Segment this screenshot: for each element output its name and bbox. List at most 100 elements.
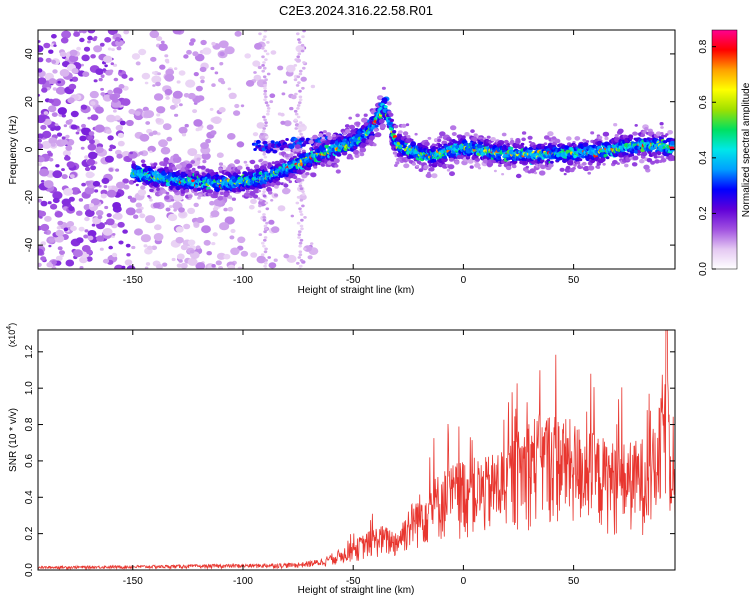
spectrogram-cell bbox=[52, 191, 63, 200]
spectrogram-cell bbox=[80, 146, 85, 150]
spectrogram-cell bbox=[100, 87, 104, 91]
spectrogram-cell bbox=[228, 92, 237, 100]
colorbar-label: Normalized spectral amplitude bbox=[741, 82, 750, 217]
spectrogram-cell bbox=[264, 247, 268, 251]
spectrogram-cell bbox=[294, 112, 299, 116]
spectrogram-cell bbox=[52, 170, 63, 179]
spectrogram-cell bbox=[322, 130, 327, 134]
spectrogram-cell bbox=[100, 74, 105, 78]
spectrogram-cell bbox=[60, 37, 69, 44]
spectrogram-cell bbox=[48, 157, 54, 162]
spectrogram-cell bbox=[169, 105, 176, 110]
spectrogram-cell bbox=[289, 106, 294, 111]
spectrogram-cell bbox=[294, 58, 299, 61]
spectrogram-cell bbox=[139, 133, 150, 142]
spectrogram-cell bbox=[244, 53, 251, 59]
spectrogram-cell bbox=[469, 165, 474, 169]
spectrogram-cell bbox=[253, 188, 260, 194]
spectrogram-cell bbox=[63, 188, 73, 196]
y-tick-label: 0.2 bbox=[24, 526, 35, 540]
spectrogram-cell bbox=[195, 127, 200, 132]
spectrogram-cell bbox=[184, 188, 190, 193]
spectrogram-cell bbox=[270, 140, 275, 144]
spectrogram-cell bbox=[296, 32, 300, 36]
spectrogram-cell bbox=[581, 161, 587, 166]
x-tick-label: 0 bbox=[461, 576, 467, 587]
spectrogram-cell bbox=[153, 162, 158, 166]
spectrogram-cell bbox=[151, 245, 158, 251]
spectrogram-cell bbox=[81, 54, 90, 62]
spectrogram-cell bbox=[296, 104, 301, 107]
spectrogram-cell bbox=[84, 186, 95, 195]
spectrogram-cell bbox=[43, 42, 51, 49]
spectrogram-cell bbox=[237, 266, 243, 269]
spectrogram-cell bbox=[411, 162, 416, 166]
spectrogram-cell bbox=[40, 256, 47, 261]
spectrogram-cell bbox=[121, 98, 131, 106]
spectrogram-cell bbox=[76, 237, 84, 244]
spectrogram-cell bbox=[259, 198, 263, 202]
spectrogram-cell bbox=[54, 211, 63, 218]
spectrogram-cell bbox=[209, 200, 215, 206]
spectrogram-cell bbox=[283, 160, 287, 164]
spectrogram-cell bbox=[178, 126, 188, 134]
spectrogram-cell bbox=[554, 138, 561, 144]
spectrogram-cell bbox=[431, 173, 438, 179]
spectrogram-cell bbox=[271, 161, 275, 165]
spectrogram-cell bbox=[93, 45, 103, 53]
spectrogram-cell bbox=[175, 164, 183, 170]
spectrogram-cell bbox=[61, 136, 66, 140]
spectrogram-cell bbox=[363, 113, 368, 117]
spectrogram-cell bbox=[152, 130, 158, 135]
spectrogram-cell bbox=[104, 37, 112, 43]
spectrogram-cell bbox=[234, 103, 240, 109]
spectrogram-cell bbox=[301, 204, 305, 208]
spectrogram-cell bbox=[325, 132, 332, 137]
spectrogram-cell bbox=[527, 135, 533, 140]
spectrogram-cell bbox=[273, 258, 278, 262]
spectrogram-cell bbox=[48, 78, 57, 85]
spectrogram-cell bbox=[216, 252, 226, 260]
spectrogram-cell bbox=[297, 46, 302, 50]
spectrogram-cell bbox=[262, 187, 267, 191]
y-tick-label: 40 bbox=[24, 48, 35, 60]
spectrogram-cell bbox=[299, 238, 304, 242]
spectrogram-cell bbox=[43, 231, 48, 235]
spectrogram-cell bbox=[137, 189, 147, 196]
spectrogram-cell bbox=[299, 224, 304, 228]
spectrogram-cell bbox=[567, 160, 574, 166]
spectrogram-cell bbox=[118, 84, 125, 89]
spectrogram-cell bbox=[181, 133, 187, 137]
spectrogram-cell bbox=[77, 190, 82, 194]
spectrogram-cell bbox=[48, 244, 52, 248]
spectrogram-cell bbox=[156, 36, 163, 42]
spectrogram-cell bbox=[38, 40, 41, 43]
spectrogram-cell bbox=[59, 250, 65, 256]
spectrogram-cell bbox=[290, 94, 297, 100]
spectrogram-cell bbox=[335, 169, 341, 174]
spectrogram-cell bbox=[211, 264, 216, 268]
spectrogram-cell bbox=[361, 117, 368, 123]
spectrogram-cell bbox=[104, 155, 114, 163]
spectrogram-cell bbox=[381, 97, 388, 103]
spectrogram-cell bbox=[152, 84, 156, 87]
spectrogram-cell bbox=[135, 183, 139, 187]
spectrogram-cell bbox=[388, 112, 394, 117]
spectrogram-cell bbox=[295, 177, 302, 183]
spectrogram-cell bbox=[424, 141, 430, 147]
spectrogram-cell bbox=[144, 266, 149, 269]
spectrogram-cell bbox=[296, 115, 301, 119]
spectrogram-cell bbox=[227, 133, 236, 140]
spectrogram-cell bbox=[402, 131, 409, 136]
spectrogram-cell bbox=[281, 92, 286, 96]
spectrogram-cell bbox=[172, 90, 183, 99]
spectrogram-cell bbox=[345, 129, 351, 134]
spectrogram-cell bbox=[264, 121, 268, 125]
spectrogram-cell bbox=[252, 60, 261, 67]
spectrogram-cell bbox=[264, 261, 268, 265]
x-tick-label: 50 bbox=[568, 576, 580, 587]
spectrogram-cell bbox=[84, 155, 89, 160]
spectrogram-cell bbox=[298, 124, 302, 127]
spectrogram-cell bbox=[241, 188, 246, 192]
colorbar-tick-label: 0.4 bbox=[698, 150, 709, 164]
